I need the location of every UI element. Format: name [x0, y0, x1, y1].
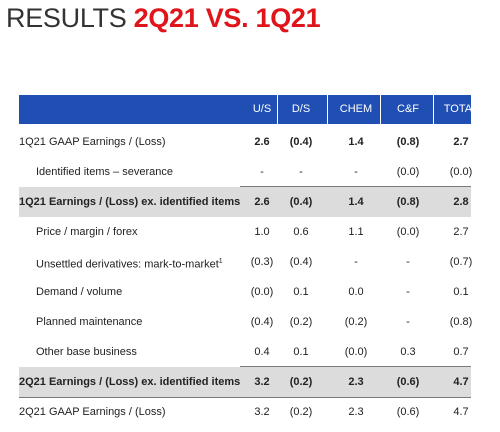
cell-value: (0.3): [250, 256, 274, 268]
cell-value: (0.7): [449, 256, 473, 268]
row-label: 1Q21 GAAP Earnings / (Loss): [19, 136, 166, 148]
cell-value: 0.3: [400, 346, 416, 358]
table-row: Price / margin / forex 1.0 0.6 1.1 (0.0) 2.7: [19, 217, 471, 247]
cell-value: 2.3: [348, 376, 364, 388]
table-row: 1Q21 Earnings / (Loss) ex. identified it…: [19, 187, 471, 217]
table-row: 2Q21 GAAP Earnings / (Loss) 3.2 (0.2) 2.3 (0…: [19, 397, 471, 427]
cell-value: -: [354, 166, 358, 178]
row-label: 2Q21 GAAP Earnings / (Loss): [19, 406, 166, 418]
cell-value: 3.2: [254, 406, 270, 418]
cell-value: 2.8: [453, 196, 469, 208]
cell-value: 2.7: [453, 136, 469, 148]
column-divider: [380, 95, 381, 124]
cell-value: 0.1: [293, 286, 309, 298]
column-header: C&F: [397, 103, 419, 115]
table-rule: [240, 366, 471, 367]
cell-value: 0.6: [293, 226, 309, 238]
cell-value: 0.4: [254, 346, 270, 358]
row-label: Identified items – severance: [36, 166, 173, 178]
cell-value: (0.2): [289, 406, 313, 418]
cell-value: (0.0): [344, 346, 368, 358]
cell-value: 4.7: [453, 406, 469, 418]
cell-value: -: [299, 166, 303, 178]
row-label: Price / margin / forex: [36, 226, 138, 238]
row-label: 1Q21 Earnings / (Loss) ex. identified it…: [19, 196, 241, 208]
cell-value: (0.8): [396, 136, 420, 148]
cell-value: 3.2: [254, 376, 270, 388]
cell-value: (0.0): [449, 166, 473, 178]
table-header: U/S D/S CHEM C&F TOTAL: [19, 95, 478, 124]
cell-value: -: [406, 286, 410, 298]
cell-value: (0.8): [449, 316, 473, 328]
cell-value: 1.4: [348, 136, 364, 148]
cell-value: 2.6: [254, 196, 270, 208]
cell-value: (0.6): [396, 406, 420, 418]
column-divider: [277, 95, 278, 124]
title-highlight: 2Q21 VS. 1Q21: [133, 3, 321, 33]
cell-value: 2.6: [254, 136, 270, 148]
cell-value: -: [260, 166, 264, 178]
cell-value: 1.0: [254, 226, 270, 238]
cell-value: 2.7: [453, 226, 469, 238]
cell-value: (0.4): [289, 196, 313, 208]
row-label: Demand / volume: [36, 286, 123, 298]
cell-value: 0.1: [293, 346, 309, 358]
row-label: Unsettled derivatives: mark-to-market1: [36, 258, 223, 271]
cell-value: -: [354, 256, 358, 268]
table-row: Planned maintenance (0.4) (0.2) (0.2) - (0.8): [19, 307, 472, 337]
cell-value: (0.4): [289, 256, 313, 268]
cell-value: (0.4): [289, 136, 313, 148]
table-row: 2Q21 Earnings / (Loss) ex. identified it…: [19, 367, 471, 397]
table-row: Identified items – severance - - - (0.0) (0.0…: [19, 157, 472, 187]
cell-value: (0.0): [396, 166, 420, 178]
cell-value: (0.2): [344, 316, 368, 328]
table-rule: [240, 186, 471, 187]
table-row: Other base business 0.4 0.1 (0.0) 0.3 0.7: [19, 337, 471, 367]
column-divider: [327, 95, 328, 124]
cell-value: 0.1: [453, 286, 469, 298]
cell-value: (0.2): [289, 316, 313, 328]
footnote-marker: 1: [218, 258, 223, 265]
cell-value: (0.8): [396, 196, 420, 208]
title-prefix: RESULTS: [6, 3, 134, 33]
cell-value: 0.0: [348, 286, 364, 298]
row-label: 2Q21 Earnings / (Loss) ex. identified it…: [19, 376, 241, 388]
cell-value: -: [406, 256, 410, 268]
cell-value: (0.0): [396, 226, 420, 238]
column-header: TOTAL: [443, 103, 479, 115]
cell-value: (0.4): [250, 316, 274, 328]
column-divider: [433, 95, 434, 124]
cell-value: 0.7: [453, 346, 469, 358]
column-header: D/S: [291, 103, 311, 115]
cell-value: (0.2): [289, 376, 313, 388]
table-row: 1Q21 GAAP Earnings / (Loss) 2.6 (0.4) 1.4 (0…: [19, 127, 471, 157]
cell-value: 1.1: [348, 226, 364, 238]
cell-value: 4.7: [453, 376, 469, 388]
column-header: U/S: [252, 103, 272, 115]
cell-value: 2.3: [348, 406, 364, 418]
column-header: CHEM: [339, 103, 373, 115]
cell-value: -: [406, 316, 410, 328]
table-row: Demand / volume (0.0) 0.1 0.0 - 0.1: [19, 277, 471, 307]
table-rule: [19, 397, 471, 398]
cell-value: 1.4: [348, 196, 364, 208]
row-label: Other base business: [36, 346, 137, 358]
row-label: Planned maintenance: [36, 316, 143, 328]
cell-value: (0.6): [396, 376, 420, 388]
table-row: Unsettled derivatives: mark-to-market1 (0…: [19, 247, 472, 277]
cell-value: (0.0): [250, 286, 274, 298]
page-title: RESULTS 2Q21 VS. 1Q21: [6, 2, 321, 34]
